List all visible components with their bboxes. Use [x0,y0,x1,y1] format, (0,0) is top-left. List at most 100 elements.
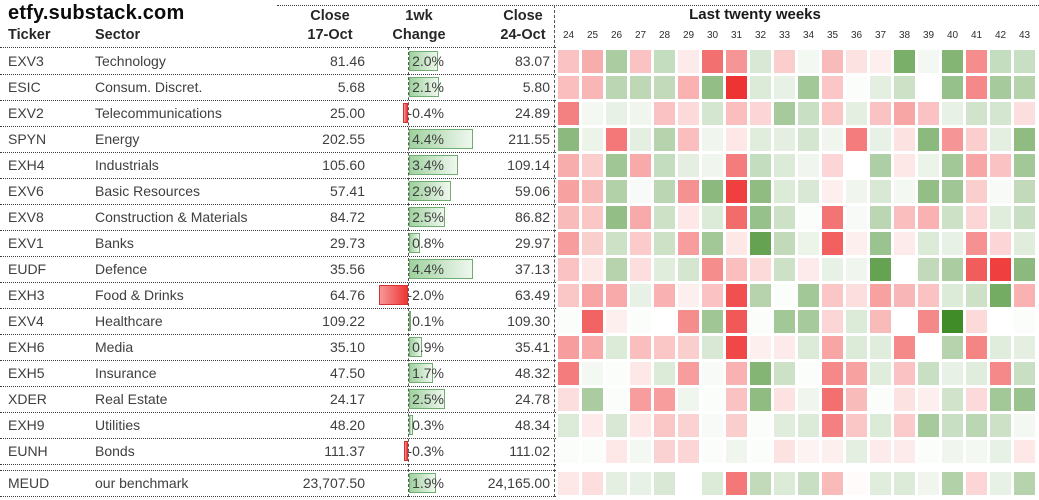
heatmap-cell [630,388,651,411]
heatmap-cell [702,128,723,151]
heatmap-cell [606,102,627,125]
heatmap-cell [1014,206,1035,229]
close-last-cell: 5.80 [522,79,550,95]
heatmap-cell [726,414,747,437]
heatmap-cell [702,472,723,495]
change-value: 2.1% [412,79,444,95]
heatmap-cell [870,284,891,307]
week-label: 25 [586,30,599,41]
heatmap-cell [846,310,867,333]
heatmap-cell [630,310,651,333]
heatmap-cell [822,232,843,255]
heatmap-cell [990,440,1011,463]
heatmap-cell [1014,76,1035,99]
heatmap-cell [966,414,987,437]
heatmap-cell [606,472,627,495]
heatmap-cell [918,388,939,411]
page-title[interactable]: etfy.substack.com [8,2,185,24]
change-value: 2.5% [412,209,444,225]
col-header-change-1: 1wk [405,8,433,24]
heatmap-cell [918,76,939,99]
table-row: EXV2 Telecommunications 25.00 -0.4% 24.89 [0,100,556,127]
week-label: 26 [610,30,623,41]
heatmap-cell [894,232,915,255]
heatmap-cell [558,310,579,333]
heatmap-cell [654,50,675,73]
heatmap-cell [894,310,915,333]
heatmap-cell [942,232,963,255]
heatmap-cell [702,440,723,463]
heatmap-cell [606,258,627,281]
heatmap-cell [822,362,843,385]
heatmap-cell [942,362,963,385]
heatmap-cell [942,206,963,229]
sector-cell: Insurance [95,365,157,381]
change-value: 2.9% [412,183,444,199]
heatmap-cell [990,362,1011,385]
heatmap-cell [918,154,939,177]
heatmap-cell [606,414,627,437]
heatmap-cell [990,258,1011,281]
heatmap-cell [606,206,627,229]
heatmap-cell [870,472,891,495]
change-data-bar [402,103,409,123]
heatmap-cell [774,50,795,73]
heatmap-cell [894,154,915,177]
week-label: 28 [658,30,671,41]
heatmap-cell [654,284,675,307]
sector-cell: Industrials [95,157,159,173]
heatmap-cell [918,472,939,495]
heatmap-cell [582,362,603,385]
sector-cell: our benchmark [95,475,189,491]
heatmap-cell [774,76,795,99]
heatmap-cell [894,362,915,385]
heatmap-cell [702,388,723,411]
heatmap-cell [726,128,747,151]
heatmap-cell [990,284,1011,307]
sector-cell: Technology [95,53,166,69]
heatmap-cell [702,362,723,385]
heatmap-cell [918,180,939,203]
heatmap-cell [606,310,627,333]
table-row: EXV6 Basic Resources 57.41 2.9% 59.06 [0,178,556,205]
heatmap-cell [846,336,867,359]
col-header-ticker: Ticker [8,27,51,43]
heatmap-cell [1014,102,1035,125]
top-border-line [277,5,1039,6]
heatmap-cell [918,102,939,125]
week-label: 32 [754,30,767,41]
ticker-cell: EUNH [8,443,48,459]
heatmap-cell [654,232,675,255]
close-last-cell: 24,165.00 [487,475,550,491]
close-last-cell: 35.41 [514,339,550,355]
ticker-cell: EUDF [8,261,47,277]
heatmap-cell [654,180,675,203]
col-header-sector: Sector [95,27,141,43]
heatmap-cell [774,362,795,385]
heatmap-cell [678,102,699,125]
heatmap-cell [558,362,579,385]
close-last-cell: 37.13 [514,261,550,277]
heatmap-cell [870,414,891,437]
heatmap-cell [726,472,747,495]
close-prev-cell: 84.72 [329,209,365,225]
heatmap-cell [822,102,843,125]
close-last-cell: 109.14 [507,157,550,173]
heatmap-cell [1014,180,1035,203]
heatmap-cell [750,128,771,151]
table-row: ESIC Consum. Discret. 5.68 2.1% 5.80 [0,74,556,101]
close-prev-cell: 29.73 [329,235,365,251]
heatmap-cell [846,154,867,177]
heatmap-cell [1014,128,1035,151]
heatmap-cell [990,206,1011,229]
heatmap-cell [798,362,819,385]
heatmap-cell [870,388,891,411]
heatmap-cell [918,362,939,385]
heatmap-cell [798,284,819,307]
heatmap-cell [942,472,963,495]
heatmap-cell [870,232,891,255]
heatmap-cell [558,258,579,281]
week-label: 29 [682,30,695,41]
close-prev-cell: 202.55 [322,131,365,147]
table-row: EXV1 Banks 29.73 0.8% 29.97 [0,230,556,257]
